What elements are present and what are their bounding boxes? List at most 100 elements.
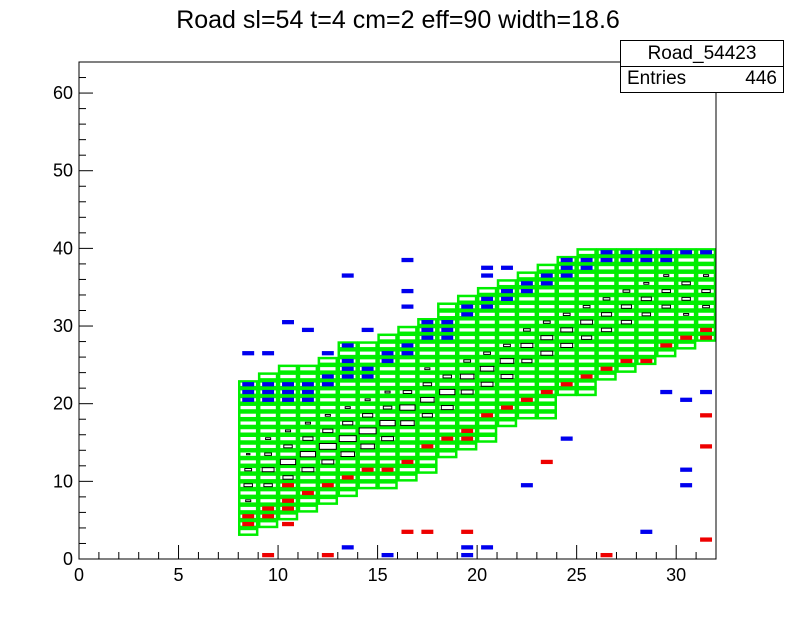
road-box	[297, 465, 319, 474]
road-box	[576, 356, 597, 366]
road-box	[496, 380, 518, 389]
road-box	[576, 380, 597, 389]
road-box	[437, 318, 458, 327]
road-box	[556, 286, 577, 296]
road-box	[536, 318, 557, 327]
road-box	[437, 380, 458, 389]
data-mark-center	[459, 373, 475, 380]
road-box	[496, 286, 518, 296]
road-box	[238, 380, 259, 389]
data-mark-upper	[700, 250, 713, 255]
data-mark-lower	[361, 467, 374, 472]
road-box	[297, 395, 319, 404]
data-mark-center	[284, 429, 292, 433]
road-box	[337, 364, 358, 373]
road-box	[556, 341, 577, 350]
road-box	[556, 318, 577, 327]
data-mark-center	[246, 453, 251, 456]
road-box	[297, 481, 319, 490]
data-mark-center	[264, 452, 272, 456]
data-mark-center	[523, 328, 531, 332]
road-box	[238, 519, 259, 529]
data-mark-center	[500, 373, 514, 380]
data-mark-center	[643, 281, 650, 285]
road-box	[257, 411, 279, 420]
road-box	[337, 341, 358, 350]
road-box	[417, 349, 438, 358]
road-box	[456, 442, 478, 451]
road-box	[357, 450, 378, 459]
road-box	[257, 434, 279, 443]
road-box	[496, 411, 518, 420]
road-box	[397, 372, 418, 381]
road-box	[516, 380, 538, 389]
road-box	[277, 450, 299, 459]
road-box	[238, 434, 259, 443]
road-box	[695, 286, 717, 296]
data-mark-upper	[421, 327, 434, 333]
road-box	[277, 364, 299, 373]
road-box	[417, 457, 438, 467]
data-mark-center	[542, 320, 551, 324]
road-box	[238, 488, 259, 498]
road-box	[317, 426, 339, 435]
data-mark-upper	[461, 545, 474, 550]
road-box	[357, 395, 378, 404]
data-mark-center	[503, 343, 511, 348]
road-box	[257, 418, 279, 428]
road-box	[357, 418, 378, 428]
road-box	[496, 302, 518, 311]
road-box	[576, 310, 597, 319]
road-box	[656, 248, 677, 257]
road-box	[317, 418, 339, 428]
data-mark-lower	[242, 521, 255, 527]
road-box	[576, 372, 597, 381]
x-tick-label: 0	[74, 565, 84, 585]
road-box	[675, 294, 697, 303]
road-box	[616, 325, 637, 335]
data-mark-upper	[381, 351, 394, 356]
road-box	[297, 387, 319, 397]
road-box	[636, 271, 657, 280]
data-mark-upper	[381, 358, 394, 364]
road-box	[377, 442, 398, 451]
road-box	[297, 457, 319, 467]
road-box	[417, 395, 438, 404]
data-mark-center	[560, 327, 574, 333]
data-mark-center	[279, 458, 297, 466]
data-mark-center	[265, 437, 272, 441]
data-mark-lower	[560, 382, 573, 387]
road-box	[437, 356, 458, 366]
data-mark-upper	[481, 296, 494, 301]
road-box	[337, 465, 358, 474]
axes: 0 5 10 15 20 25 30 0 10 20 30 40 50 60	[53, 61, 717, 585]
road-box	[656, 255, 677, 265]
road-box	[556, 380, 577, 389]
data-mark-upper	[401, 288, 414, 294]
data-mark-upper	[520, 281, 533, 286]
road-box	[596, 279, 617, 288]
road-box	[397, 333, 418, 342]
data-mark-center	[683, 313, 690, 316]
road-box	[337, 450, 358, 459]
road-box	[616, 341, 637, 350]
data-mark-lower	[421, 444, 434, 449]
road-box	[456, 395, 478, 404]
data-mark-upper	[540, 273, 553, 278]
road-box	[297, 496, 319, 505]
road-box	[556, 356, 577, 366]
data-mark-center	[362, 413, 374, 418]
road-box	[476, 387, 498, 397]
road-box	[556, 263, 577, 272]
road-box	[556, 325, 577, 335]
road-box	[476, 395, 498, 404]
road-box	[238, 387, 259, 397]
data-mark-center	[245, 499, 252, 503]
data-mark-center	[283, 444, 293, 449]
data-mark-upper	[660, 250, 673, 255]
data-mark-center	[540, 335, 554, 341]
data-mark-upper	[341, 273, 354, 278]
road-box	[417, 418, 438, 428]
x-tick-label: 15	[368, 565, 388, 585]
data-mark-center	[480, 381, 494, 387]
